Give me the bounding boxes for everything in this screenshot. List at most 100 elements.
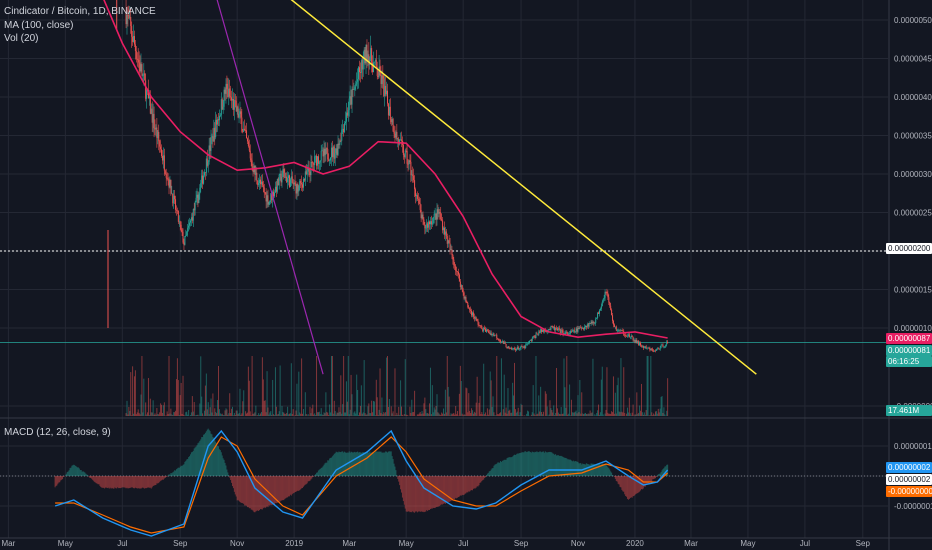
macd-histogram-bar <box>519 452 521 476</box>
macd-histogram-bar <box>556 455 558 476</box>
macd-histogram-bar <box>411 476 413 513</box>
candle-body <box>246 138 248 142</box>
time-axis[interactable]: Mar May Jul Sep Nov 2019 Mar May Jul Sep Nov 2020 Ma… <box>2 539 871 548</box>
volume-bar <box>310 413 312 416</box>
candle-body <box>667 341 669 344</box>
candle-body <box>582 328 584 329</box>
candle-body <box>496 334 498 339</box>
volume-bar <box>269 412 271 416</box>
macd-histogram-bar <box>510 457 512 476</box>
macd-histogram-bar <box>145 476 147 489</box>
macd-histogram-bar <box>73 464 75 476</box>
candle-body <box>585 325 587 328</box>
volume-bar <box>361 413 363 416</box>
macd-histogram-bar <box>135 476 137 489</box>
volume-bar <box>381 397 383 416</box>
volume-bar <box>334 411 336 416</box>
candle-body <box>388 106 390 116</box>
volume-bar <box>458 393 460 416</box>
candle-body <box>441 218 443 221</box>
macd-histogram-bar <box>469 476 471 492</box>
candle-body <box>516 347 518 349</box>
macd-histogram-bar <box>202 437 204 476</box>
macd-histogram-bar <box>613 476 615 477</box>
volume-bar <box>580 413 582 416</box>
macd-histogram-bar <box>370 452 372 476</box>
candle-body <box>425 227 427 229</box>
macd-histogram-bar <box>549 451 551 476</box>
candle-body <box>598 312 600 314</box>
macd-histogram-bar <box>373 452 375 476</box>
volume-bar <box>288 413 290 416</box>
macd-histogram-bar <box>157 476 159 484</box>
candle-body <box>665 344 667 347</box>
candle-body <box>387 103 389 116</box>
macd-histogram-bar <box>322 466 324 476</box>
volume-bar <box>528 411 530 416</box>
macd-histogram-bar <box>222 458 224 476</box>
volume-bar <box>584 413 586 416</box>
macd-legend[interactable]: MACD (12, 26, close, 9) <box>4 427 111 438</box>
indicator-lines <box>103 0 757 375</box>
volume-bar <box>246 413 248 416</box>
candle-body <box>424 224 426 229</box>
volume-bar <box>624 412 626 416</box>
volume-bar <box>476 376 478 416</box>
macd-histogram-bar <box>636 476 638 494</box>
macd-histogram-bar <box>123 476 125 488</box>
macd-histogram-bar <box>137 476 139 489</box>
macd-histogram-bar <box>270 476 272 505</box>
volume-bar <box>299 412 301 416</box>
macd-histogram-bar <box>302 476 304 487</box>
macd-histogram-bar <box>231 476 233 483</box>
volume-bar <box>655 411 657 416</box>
candle-body <box>373 61 375 63</box>
volume-bar <box>556 368 558 416</box>
volume-bar <box>598 414 600 416</box>
candle-body <box>175 209 177 211</box>
candle-body <box>221 99 223 110</box>
ma-legend[interactable]: MA (100, close) <box>4 20 74 31</box>
macd-histogram-bar <box>605 463 607 476</box>
macd-histogram-bar <box>499 461 501 476</box>
vol-legend[interactable]: Vol (20) <box>4 33 39 44</box>
macd-histogram-bar <box>458 476 460 497</box>
candle-body <box>434 213 436 215</box>
macd-histogram-bar <box>85 473 87 476</box>
candle-body <box>653 350 655 352</box>
macd-histogram-bar <box>60 476 62 481</box>
volume-bar <box>230 413 232 416</box>
macd-histogram-bar <box>124 476 126 488</box>
candle-body <box>624 334 626 336</box>
price-axis[interactable]: 0.000005000.000004500.000004000.00000350… <box>894 16 932 511</box>
candle-body <box>252 167 254 173</box>
macd-histogram-bar <box>420 476 422 512</box>
candle-body <box>660 345 662 348</box>
volume-bar <box>499 412 501 416</box>
candle-body <box>610 305 612 310</box>
symbol-title[interactable]: Cindicator / Bitcoin, 1D, BINANCE <box>4 6 156 17</box>
candle-body <box>134 44 136 52</box>
macd-histogram-bar <box>435 476 437 508</box>
candle-body <box>584 327 586 330</box>
macd-value-tag: 0.00000002 <box>886 462 932 473</box>
macd-histogram-bar <box>402 476 404 502</box>
candle-body <box>447 240 449 244</box>
macd-histogram-bar <box>313 476 315 477</box>
macd-histogram-bar <box>264 476 266 509</box>
candle-body <box>186 232 188 236</box>
macd-histogram-bar <box>646 476 648 485</box>
candle-body <box>602 299 604 302</box>
macd-histogram-bar <box>662 469 664 476</box>
candle-body <box>265 192 267 202</box>
macd-histogram-bar <box>91 476 93 480</box>
volume-bar <box>618 411 620 416</box>
volume-bar <box>374 415 376 416</box>
macd-histogram-bar <box>323 464 325 476</box>
candle-body <box>246 130 248 139</box>
countdown-tag: 06:16:25 <box>886 356 932 367</box>
volume-bar <box>301 358 303 416</box>
volume-bar <box>284 413 286 416</box>
